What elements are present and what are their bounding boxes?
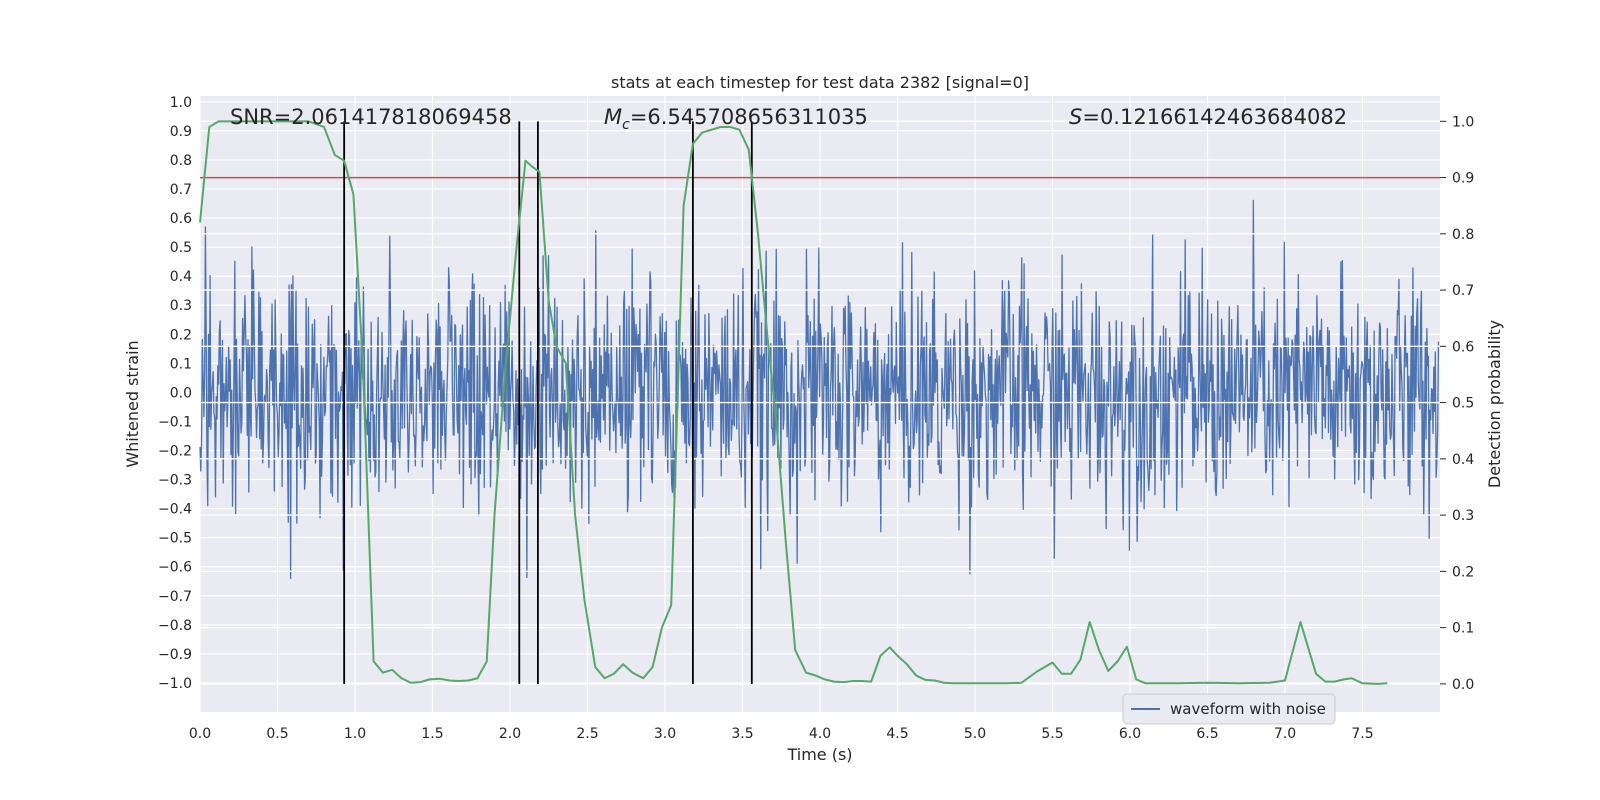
legend-box (1122, 693, 1336, 725)
y-tick-label: −1.0 (158, 676, 192, 692)
x-tick-label: 7.5 (1351, 726, 1373, 742)
y2-axis-label: Detection probability (1485, 320, 1504, 488)
y2-tick-label: 0.1 (1452, 621, 1474, 637)
y2-tick-label: 0.6 (1452, 339, 1474, 355)
x-tick-label: 4.5 (886, 726, 908, 742)
y2-tick-label: 0.4 (1452, 452, 1474, 468)
mc-symbol: M (604, 105, 622, 129)
y2-tick-label: 0.0 (1452, 677, 1474, 693)
y2-tick-label: 0.5 (1452, 396, 1474, 412)
y-tick-label: 0.5 (170, 240, 192, 256)
x-tick-label: 5.0 (964, 726, 986, 742)
x-tick-label: 3.5 (731, 726, 753, 742)
s-annotation: S=0.12166142463684082 (1069, 105, 1347, 129)
x-tick-label: 5.5 (1041, 726, 1063, 742)
y-tick-label: −0.8 (158, 618, 192, 634)
x-tick-label: 1.5 (421, 726, 443, 742)
y-tick-label: −0.6 (158, 560, 192, 576)
x-tick-label: 2.0 (499, 726, 521, 742)
x-tick-label: 4.0 (809, 726, 831, 742)
y-tick-label: 0.2 (170, 327, 192, 343)
y-tick-label: −0.2 (158, 443, 192, 459)
y-tick-label: 0.1 (170, 356, 192, 372)
y-tick-label: 0.3 (170, 298, 192, 314)
x-tick-label: 0.5 (266, 726, 288, 742)
y2-tick-label: 0.2 (1452, 564, 1474, 580)
y-tick-label: 0.4 (170, 269, 192, 285)
y2-tick-label: 0.8 (1452, 227, 1474, 243)
grid (199, 96, 1440, 712)
y2-tick-label: 1.0 (1452, 114, 1474, 130)
y-tick-label: −0.1 (158, 414, 192, 430)
y2-tick-label: 0.3 (1452, 508, 1474, 524)
y-tick-label: 0.7 (170, 182, 192, 198)
y-tick-label: −0.9 (158, 647, 192, 663)
y-tick-label: 0.9 (170, 124, 192, 140)
x-axis-label: Time (s) (786, 745, 852, 764)
chirp-mass-annotation: Mc=6.545708656311035 (604, 105, 868, 133)
y-tick-label: 1.0 (170, 95, 192, 111)
mc-subscript: c (622, 117, 630, 133)
waveform-series (199, 199, 1440, 580)
x-tick-label: 1.0 (344, 726, 366, 742)
y-tick-label: −0.4 (158, 502, 192, 518)
y2-tick-label: 0.7 (1452, 283, 1474, 299)
y-axis-label: Whitened strain (123, 340, 142, 467)
mc-value: =6.545708656311035 (630, 105, 868, 129)
overlay-layer (199, 120, 1440, 685)
x-tick-label: 7.0 (1274, 726, 1296, 742)
y-tick-label: −0.3 (158, 473, 192, 489)
s-symbol: S (1069, 105, 1082, 129)
chart-title: stats at each timestep for test data 238… (611, 73, 1029, 92)
y-tick-label: −0.5 (158, 531, 192, 547)
tick-labels: 0.0 0.5 1.0 1.5 2.0 2.5 3.0 3.5 4.0 4.5 5.0 5.5 6.0 6… (158, 95, 1474, 742)
x-tick-label: 3.0 (654, 726, 676, 742)
y2-tick-label: 0.9 (1452, 171, 1474, 187)
waveform-line (199, 199, 1440, 580)
y-tick-label: −0.7 (158, 589, 192, 605)
y-tick-label: 0.0 (170, 385, 192, 401)
x-tick-label: 6.5 (1196, 726, 1218, 742)
legend-label: waveform with noise (1170, 700, 1326, 718)
x-tick-label: 0.0 (189, 726, 211, 742)
y-tick-label: 0.8 (170, 153, 192, 169)
snr-annotation: SNR=2.061417818069458 (230, 105, 512, 129)
x-tick-label: 2.5 (576, 726, 598, 742)
probability-line (199, 120, 1388, 685)
y-tick-label: 0.6 (170, 211, 192, 227)
s-value: =0.12166142463684082 (1082, 105, 1347, 129)
x-tick-label: 6.0 (1119, 726, 1141, 742)
legend: waveform with noise (1122, 693, 1336, 725)
